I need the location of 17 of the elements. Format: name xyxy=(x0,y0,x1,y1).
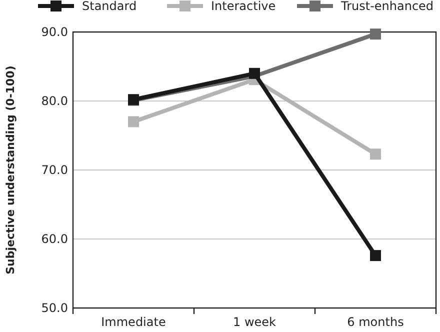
point xyxy=(249,68,260,79)
y-tick-label: 80.0 xyxy=(41,94,68,108)
y-tick-label: 70.0 xyxy=(41,163,68,178)
x-tick-label: Immediate xyxy=(101,315,166,329)
point xyxy=(370,28,381,40)
point xyxy=(370,148,381,160)
legend-label: Interactive xyxy=(211,0,276,13)
y-tick-label: 60.0 xyxy=(41,232,68,246)
y-axis-title: Subjective understanding (0-100) xyxy=(4,66,17,274)
x-tick-label: 1 week xyxy=(233,315,276,329)
y-tick-label: 50.0 xyxy=(41,301,68,316)
legend-label: Standard xyxy=(82,0,137,13)
y-tick-label: 90.0 xyxy=(41,25,68,40)
point xyxy=(370,250,381,262)
point xyxy=(128,116,139,128)
x-tick-label: 6 months xyxy=(347,315,404,329)
legend-label: Trust-enhanced xyxy=(340,0,434,13)
